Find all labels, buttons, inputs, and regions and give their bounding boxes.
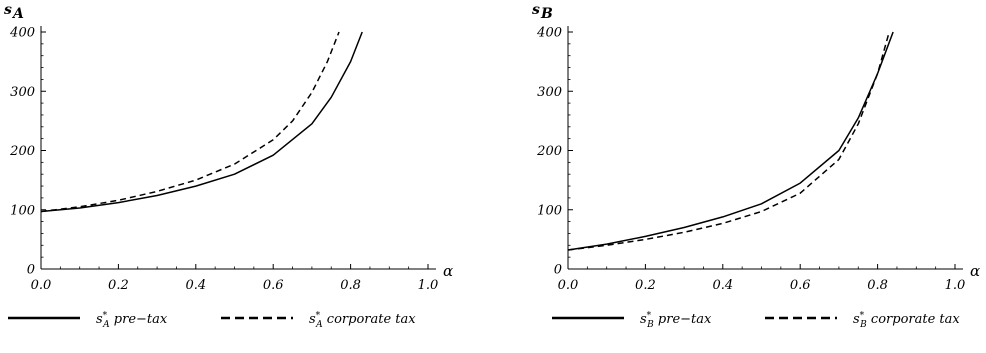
y-tick-label: 400 [536,26,562,41]
x-axis-label: α [970,262,980,280]
x-tick-label: 0.0 [558,278,579,293]
x-tick-label: 0.8 [867,278,888,293]
y-tick-label: 200 [9,144,35,159]
y-tick-label: 100 [537,203,562,218]
y-axis-label-subscript: A [11,6,24,22]
legend: s* A pre−tax s* A corporate tax [8,311,416,330]
y-axis-label: s [4,2,12,18]
x-tick-label: 1.0 [945,278,966,293]
x-tick-label: 0.4 [712,278,733,293]
x-tick-label: 0.4 [185,278,206,293]
y-tick-label: 0 [27,263,35,278]
series-line-corporate-tax [40,31,340,213]
y-tick-label: 400 [9,26,35,41]
x-tick-label: 0.6 [263,278,284,293]
y-tick-label: 300 [10,85,35,100]
series-line-pre-tax [40,31,363,213]
y-tick-label: 200 [536,144,562,159]
x-axis-label: α [443,262,453,280]
x-tick-label: 0.6 [790,278,811,293]
x-tick-label: 0.2 [108,278,129,293]
y-axis-label-subscript: B [540,6,553,22]
chart-panel-a: s A α 0.0 0.2 0.4 0.6 0.8 1.0 0 100 200 300 400 s* A… [4,2,453,330]
legend-label: s* B corporate tax [853,311,960,330]
legend: s* B pre−tax s* B corporate tax [552,311,960,330]
legend-label: s* B pre−tax [640,311,712,330]
y-tick-label: 0 [554,263,562,278]
legend-label: s* A pre−tax [96,311,168,330]
y-tick-label: 100 [10,203,35,218]
chart-panel-b: s B α 0.0 0.2 0.4 0.6 0.8 1.0 0 100 200 300 400 s* B… [532,2,980,330]
series-line-pre-tax [567,31,894,251]
x-tick-label: 1.0 [418,278,439,293]
y-tick-label: 300 [537,85,562,100]
x-tick-label: 0.0 [31,278,52,293]
x-tick-label: 0.2 [635,278,656,293]
x-tick-label: 0.8 [340,278,361,293]
y-axis-label: s [532,2,540,18]
legend-label: s* A corporate tax [309,311,416,330]
series-line-corporate-tax [567,31,890,251]
